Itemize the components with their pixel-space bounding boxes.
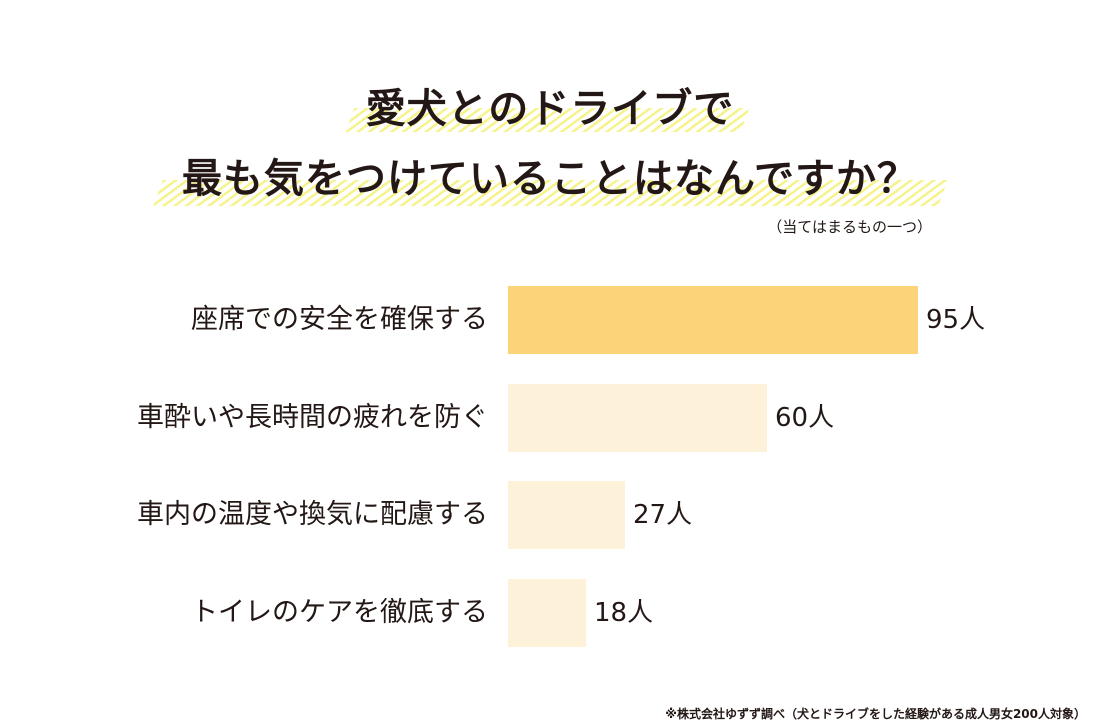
- chart-title-line-2: 最も気をつけていることはなんですか？: [182, 156, 918, 202]
- source-note: ※株式会社ゆずず調べ（犬とドライブをした経験がある成人男女200人対象）: [665, 707, 1086, 721]
- bar-row: 車酔いや長時間の疲れを防ぐ 60人: [0, 384, 1100, 452]
- bar-row: トイレのケアを徹底する 18人: [0, 579, 1100, 647]
- category-label: 車内の温度や換気に配慮する: [137, 499, 488, 530]
- value-label: 60人: [775, 403, 835, 433]
- bar: [508, 384, 767, 452]
- bar: [508, 286, 918, 354]
- value-label: 27人: [633, 500, 693, 530]
- category-label: 座席での安全を確保する: [191, 304, 488, 335]
- chart-note: （当てはまるもの一つ）: [767, 218, 932, 236]
- value-label: 18人: [594, 598, 654, 628]
- category-label: 車酔いや長時間の疲れを防ぐ: [137, 402, 488, 433]
- bar: [508, 579, 586, 647]
- bar-row: 座席での安全を確保する 95人: [0, 286, 1100, 354]
- bar-row: 車内の温度や換気に配慮する 27人: [0, 481, 1100, 549]
- category-label: トイレのケアを徹底する: [191, 597, 488, 628]
- value-label: 95人: [926, 305, 986, 335]
- bar: [508, 481, 625, 549]
- chart-title-line-1: 愛犬とのドライブで: [365, 86, 735, 132]
